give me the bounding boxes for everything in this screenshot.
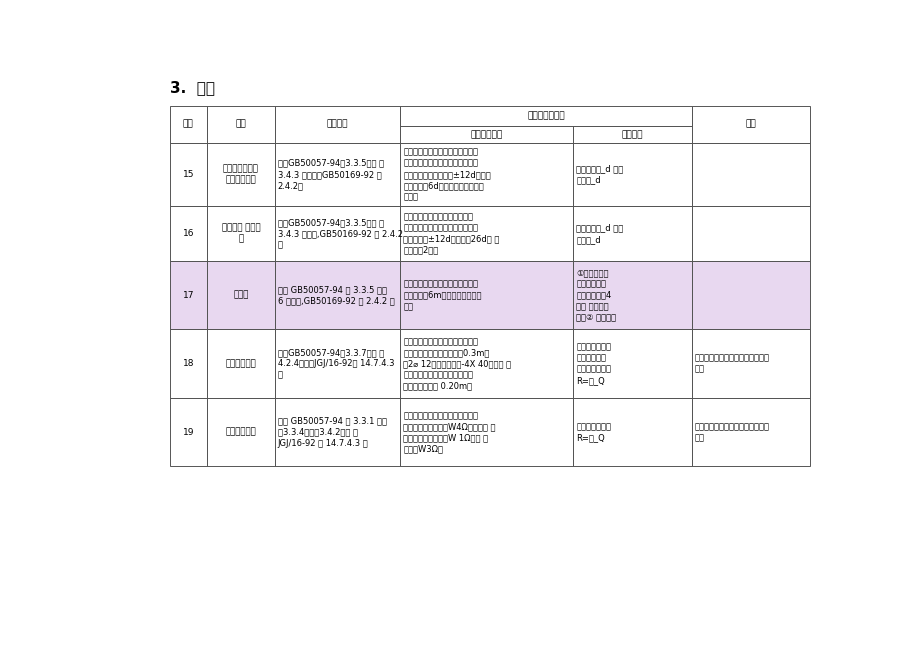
Bar	[169, 206, 207, 262]
Bar	[400, 262, 573, 329]
Bar	[207, 206, 275, 262]
Text: 地梁之间 主筋连
接: 地梁之间 主筋连 接	[221, 223, 260, 243]
Text: 项目: 项目	[183, 120, 194, 129]
Text: 预留电气接地: 预留电气接地	[225, 359, 255, 368]
Bar	[400, 143, 573, 206]
Text: 根据 GB50057-94 第 3.3.1 条、
第3.3.4条及第3.4.2条规 定
JGJ/16-92 第 14.7.4.3 条: 根据 GB50057-94 第 3.3.1 条、 第3.3.4条及第3.4.2条…	[278, 417, 386, 448]
Text: 18: 18	[182, 359, 194, 368]
Bar	[169, 143, 207, 206]
Text: 检查地梁与地梁之间主筋焊接质
量，地梁间主筋焊接无交叉。单面
焊搭接长度±12d；双面焊26d。 连
接不少于2根。: 检查地梁与地梁之间主筋焊接质 量，地梁间主筋焊接无交叉。单面 焊搭接长度±12d…	[403, 212, 499, 255]
Bar	[691, 143, 810, 206]
Text: 19: 19	[182, 428, 194, 437]
Text: ①按焊接质量
好、良好、一
般、无短路环4
个等 次之一填
写。② 短路环间: ①按焊接质量 好、良好、一 般、无短路环4 个等 次之一填 写。② 短路环间	[575, 269, 616, 322]
Bar	[169, 262, 207, 329]
Bar	[691, 262, 810, 329]
Bar	[691, 398, 810, 466]
Bar	[573, 262, 691, 329]
Text: 根据GB50057-94第3.3.7条及 第
4.2.4条规定JGJ/16-92第 14.7.4.3
条: 根据GB50057-94第3.3.7条及 第 4.2.4条规定JGJ/16-92…	[278, 348, 394, 380]
Bar	[275, 398, 400, 466]
Text: 单面焊三＿_d 双面
焊三＿_d: 单面焊三＿_d 双面 焊三＿_d	[575, 164, 623, 184]
Text: 15: 15	[182, 170, 194, 179]
Bar	[275, 262, 400, 329]
Text: 立项依据: 立项依据	[326, 120, 347, 129]
Bar	[573, 398, 691, 466]
Bar	[207, 262, 275, 329]
Text: 接地体电阻値: 接地体电阻値	[225, 428, 255, 437]
Bar	[400, 329, 573, 398]
Bar	[207, 143, 275, 206]
Text: 填写内容: 填写内容	[621, 130, 642, 139]
Bar	[573, 206, 691, 262]
Text: 工频接地电阻値
R=＿_Q: 工频接地电阻値 R=＿_Q	[575, 422, 610, 443]
Bar	[275, 206, 400, 262]
Text: 技术标准要求: 技术标准要求	[470, 130, 502, 139]
Text: 单面焊三＿_d 双面
焊三＿_d: 单面焊三＿_d 双面 焊三＿_d	[575, 223, 623, 243]
Text: 检查首层基础是否按设计要求预留
电气接地。要求在离地面剠0.3m处
用2⌀ 12镀锌图圆锂或-4X 40镀锌扁 锂
从用作防雷接地的柱主筋焊接引
出，引出长度＞: 检查首层基础是否按设计要求预留 电气接地。要求在离地面剠0.3m处 用2⌀ 12…	[403, 337, 511, 391]
Bar	[275, 143, 400, 206]
Text: 短路环: 短路环	[233, 291, 248, 299]
Bar	[573, 126, 691, 143]
Bar	[691, 106, 810, 143]
Bar	[169, 106, 207, 143]
Text: 根据GB50057-94第3.3.5条及 第
3.4.3 条规定，GB50169-92 第
2.4.2条: 根据GB50057-94第3.3.5条及 第 3.4.3 条规定，GB50169…	[278, 159, 383, 190]
Bar	[691, 329, 810, 398]
Text: 根据GB50057-94第3.3.5条及 第
3.4.3 条规定,GB50169-92 第 2.4.2
条: 根据GB50057-94第3.3.5条及 第 3.4.3 条规定,GB50169…	[278, 218, 403, 249]
Text: 内容: 内容	[235, 120, 246, 129]
Bar	[169, 398, 207, 466]
Bar	[400, 262, 573, 329]
Bar	[400, 126, 573, 143]
Bar	[207, 262, 275, 329]
Text: 备注: 备注	[744, 120, 755, 129]
Text: 检查地梁主筋与引下线柱主筋焊接
质量。两条引下线主筋要与地梁主
筋焊接。单面焊接长度±12d；双面
焊接长度三6d；保证焊接质量，无
交叉。: 检查地梁主筋与引下线柱主筋焊接 质量。两条引下线主筋要与地梁主 筋焊接。单面焊接…	[403, 148, 491, 201]
Text: 3.  地梁: 3. 地梁	[169, 81, 214, 96]
Text: 实测避雷针、带的接地电阻値。自
然接地体的一般要求W4Ω；人工接 地
体的第一、二类防雷W 1Ω，第 三
类防雷W3Ω。: 实测避雷针、带的接地电阻値。自 然接地体的一般要求W4Ω；人工接 地 体的第一、…	[403, 411, 495, 454]
Bar	[207, 329, 275, 398]
Text: 工频接地电阻値由防雷所检测人员
填写: 工频接地电阻値由防雷所检测人员 填写	[694, 422, 769, 443]
Text: 地梁主筋与引下
线柱主筋连接: 地梁主筋与引下 线柱主筋连接	[222, 164, 258, 184]
Bar	[400, 206, 573, 262]
Bar	[573, 262, 691, 329]
Bar	[573, 143, 691, 206]
Bar	[691, 262, 810, 329]
Bar	[275, 262, 400, 329]
Text: 检查地梁主筋与箍筋焊接情况，要
求箍筋每陦6m应与地梁主筋相焊
接。: 检查地梁主筋与箍筋焊接情况，要 求箍筋每陦6m应与地梁主筋相焊 接。	[403, 280, 482, 311]
Bar	[400, 106, 691, 126]
Bar	[169, 329, 207, 398]
Bar	[207, 106, 275, 143]
Bar	[400, 398, 573, 466]
Text: 工频接地电阻値由防雷所检测人员
填写: 工频接地电阻値由防雷所检测人员 填写	[694, 353, 769, 374]
Text: 项目检测表填写: 项目检测表填写	[527, 111, 564, 120]
Bar	[275, 329, 400, 398]
Bar	[691, 206, 810, 262]
Bar	[207, 398, 275, 466]
Bar	[275, 106, 400, 143]
Text: 17: 17	[182, 291, 194, 299]
Bar	[573, 329, 691, 398]
Bar	[169, 262, 207, 329]
Text: 是否按设计要求
预留电气接地
工频接地电阻値
R=＿_Q: 是否按设计要求 预留电气接地 工频接地电阻値 R=＿_Q	[575, 342, 610, 385]
Text: 16: 16	[182, 229, 194, 238]
Text: 根据 GB50057-94 第 3.3.5 条第
6 点规定,GB50169-92 第 2.4.2 条: 根据 GB50057-94 第 3.3.5 条第 6 点规定,GB50169-9…	[278, 285, 394, 305]
